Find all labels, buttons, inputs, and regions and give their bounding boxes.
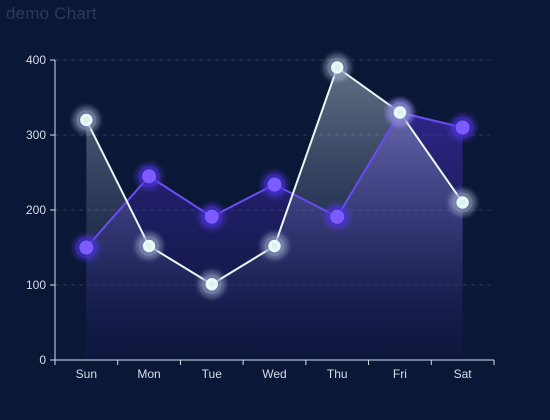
point-center xyxy=(334,64,341,71)
series-purple-point xyxy=(323,202,352,231)
x-tick-label: Fri xyxy=(393,367,407,381)
x-tick-label: Tue xyxy=(202,367,223,381)
x-tick-label: Wed xyxy=(262,367,286,381)
point-center xyxy=(83,116,90,124)
x-tick-label: Sun xyxy=(76,367,97,381)
series-light-area xyxy=(86,67,463,360)
series-light-point xyxy=(72,106,101,134)
point-center xyxy=(145,242,153,250)
point-core xyxy=(142,169,157,184)
series-purple-point xyxy=(448,113,477,142)
x-tick-label: Sat xyxy=(454,367,473,381)
y-tick-label: 100 xyxy=(26,278,46,292)
series-purple-point xyxy=(72,233,101,262)
series-light-point xyxy=(385,98,414,127)
point-center xyxy=(459,199,466,206)
point-center xyxy=(208,281,215,288)
series-purple-point xyxy=(197,202,226,231)
point-center xyxy=(396,109,404,116)
point-core xyxy=(330,209,345,224)
y-tick-label: 200 xyxy=(26,203,46,217)
y-tick-label: 300 xyxy=(26,128,46,142)
series-light-point xyxy=(260,232,289,260)
series-purple-point xyxy=(135,162,164,191)
chart-title: demo Chart xyxy=(6,4,97,23)
series-light-point xyxy=(448,188,477,217)
series-light-point xyxy=(323,53,352,82)
point-core xyxy=(204,209,219,224)
points xyxy=(72,53,477,299)
y-tick-label: 0 xyxy=(39,353,46,367)
series-light-point xyxy=(135,232,164,260)
point-core xyxy=(267,177,282,192)
point-center xyxy=(271,242,278,250)
axes: 0 100 200 300 400 Sun Mon Tue Wed Thu Fri Sat xyxy=(26,53,495,381)
point-core xyxy=(455,120,470,135)
series-purple-point xyxy=(260,170,289,199)
x-tick-label: Mon xyxy=(137,367,160,381)
point-core xyxy=(79,240,94,255)
y-tick-label: 400 xyxy=(26,53,46,67)
x-tick-label: Thu xyxy=(327,367,348,381)
series-light-point xyxy=(197,270,226,299)
